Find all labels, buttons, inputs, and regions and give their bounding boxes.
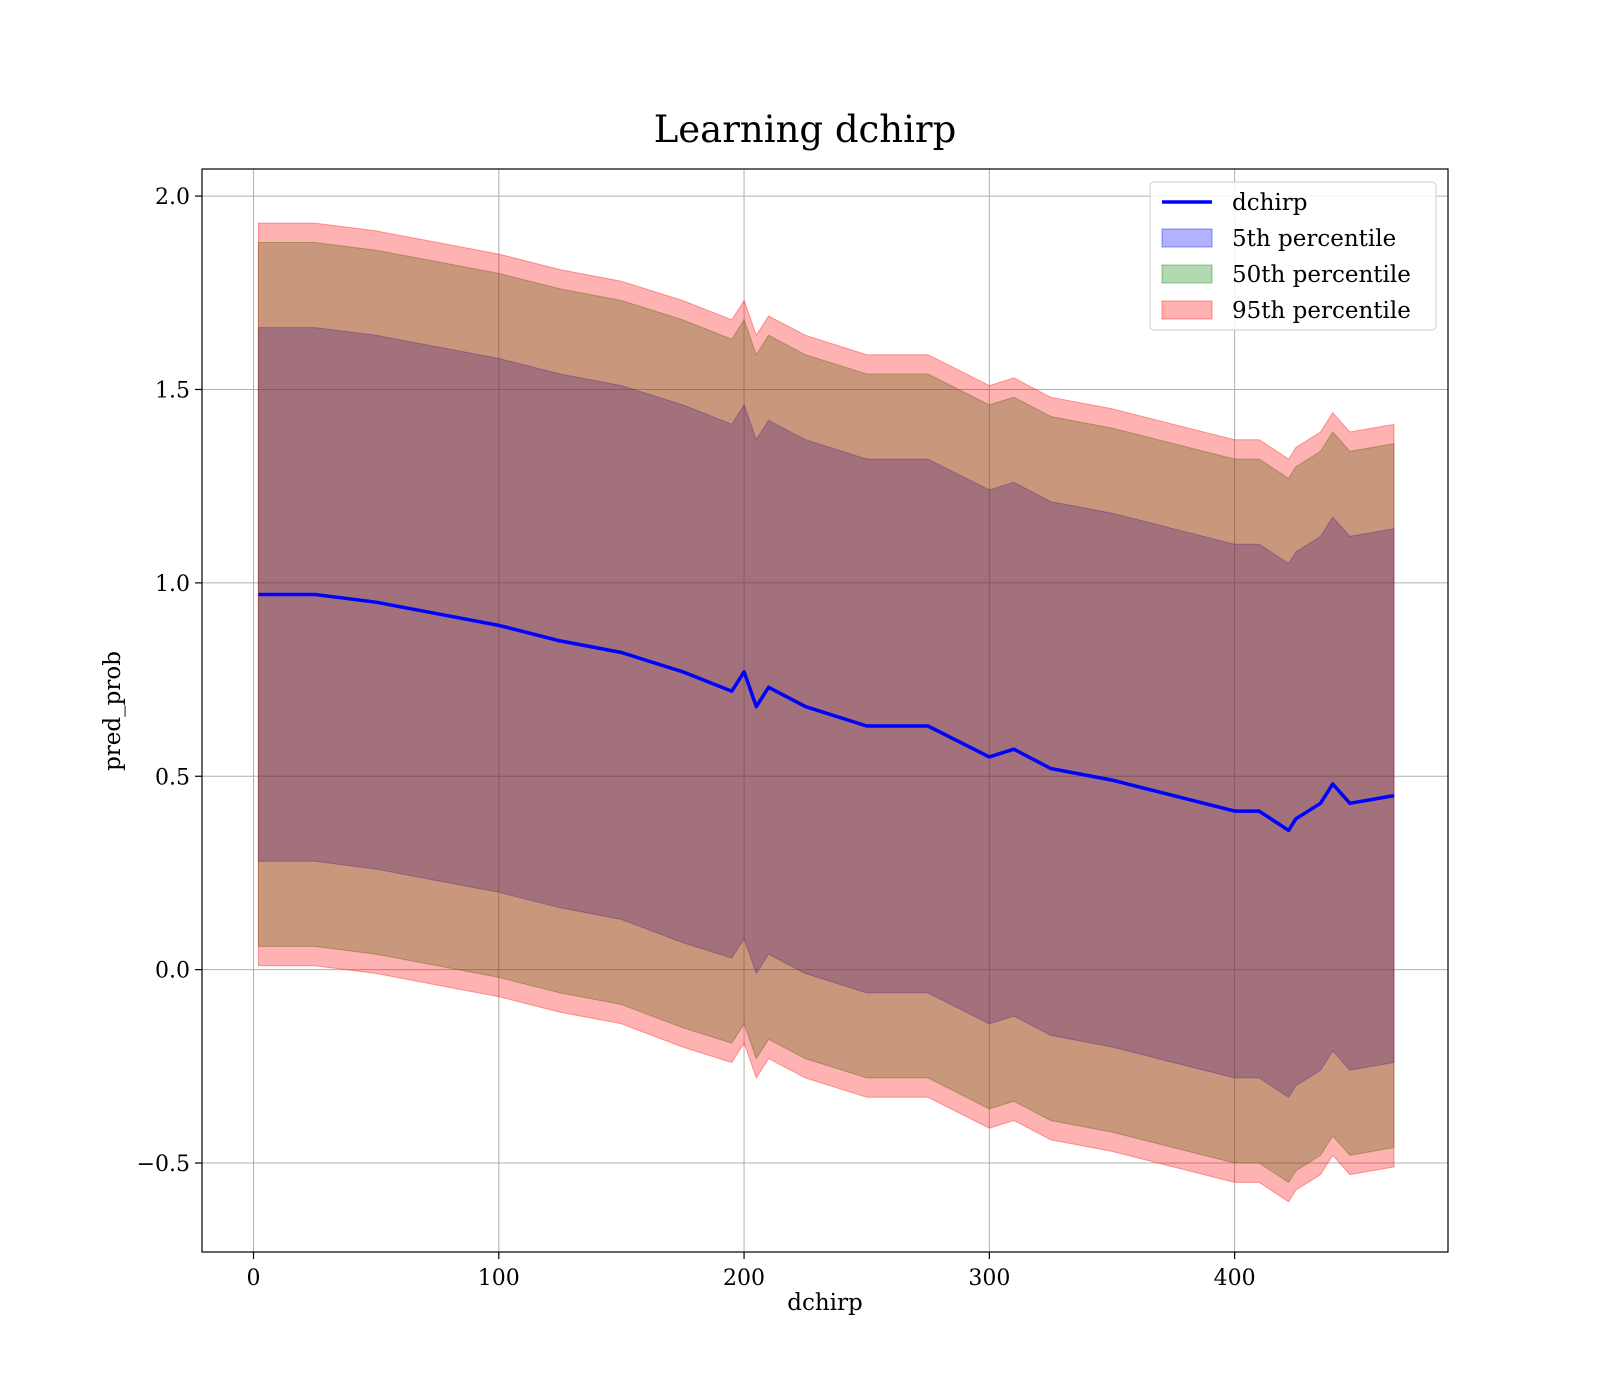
x-tick-label: 200	[723, 1266, 765, 1291]
legend: dchirp 5th percentile 50th percentile 95th …	[1149, 181, 1437, 331]
x-axis-ticks: 0 100 200 300 400	[247, 1252, 1256, 1291]
y-tick-label: 0.5	[155, 765, 190, 790]
y-tick-label: −0.5	[137, 1152, 190, 1177]
series-lines	[258, 592, 1395, 833]
y-axis-ticks: −0.5 0.0 0.5 1.0 1.5 2.0	[137, 185, 202, 1177]
legend-label: 50th percentile	[1232, 262, 1411, 288]
y-tick-label: 0.0	[155, 959, 190, 984]
chart-title: Learning dchirp	[654, 108, 957, 151]
y-tick-label: 1.5	[155, 378, 190, 403]
y-tick-label: 2.0	[155, 185, 190, 210]
y-axis-label: pred_prob	[100, 651, 126, 771]
legend-box	[1149, 181, 1437, 331]
x-tick-label: 100	[478, 1266, 520, 1291]
x-tick-label: 300	[968, 1266, 1010, 1291]
legend-swatch	[1161, 264, 1213, 284]
legend-swatch	[1161, 228, 1213, 248]
legend-label: dchirp	[1232, 190, 1308, 216]
legend-swatch	[1161, 300, 1213, 320]
legend-label: 5th percentile	[1232, 226, 1396, 252]
x-axis-label: dchirp	[787, 1290, 863, 1316]
plot-frame	[201, 168, 1449, 1253]
legend-label: 95th percentile	[1232, 298, 1411, 324]
x-tick-label: 0	[247, 1266, 261, 1291]
y-tick-label: 1.0	[155, 572, 190, 597]
line-dchirp	[258, 592, 1395, 833]
x-tick-label: 400	[1214, 1266, 1256, 1291]
